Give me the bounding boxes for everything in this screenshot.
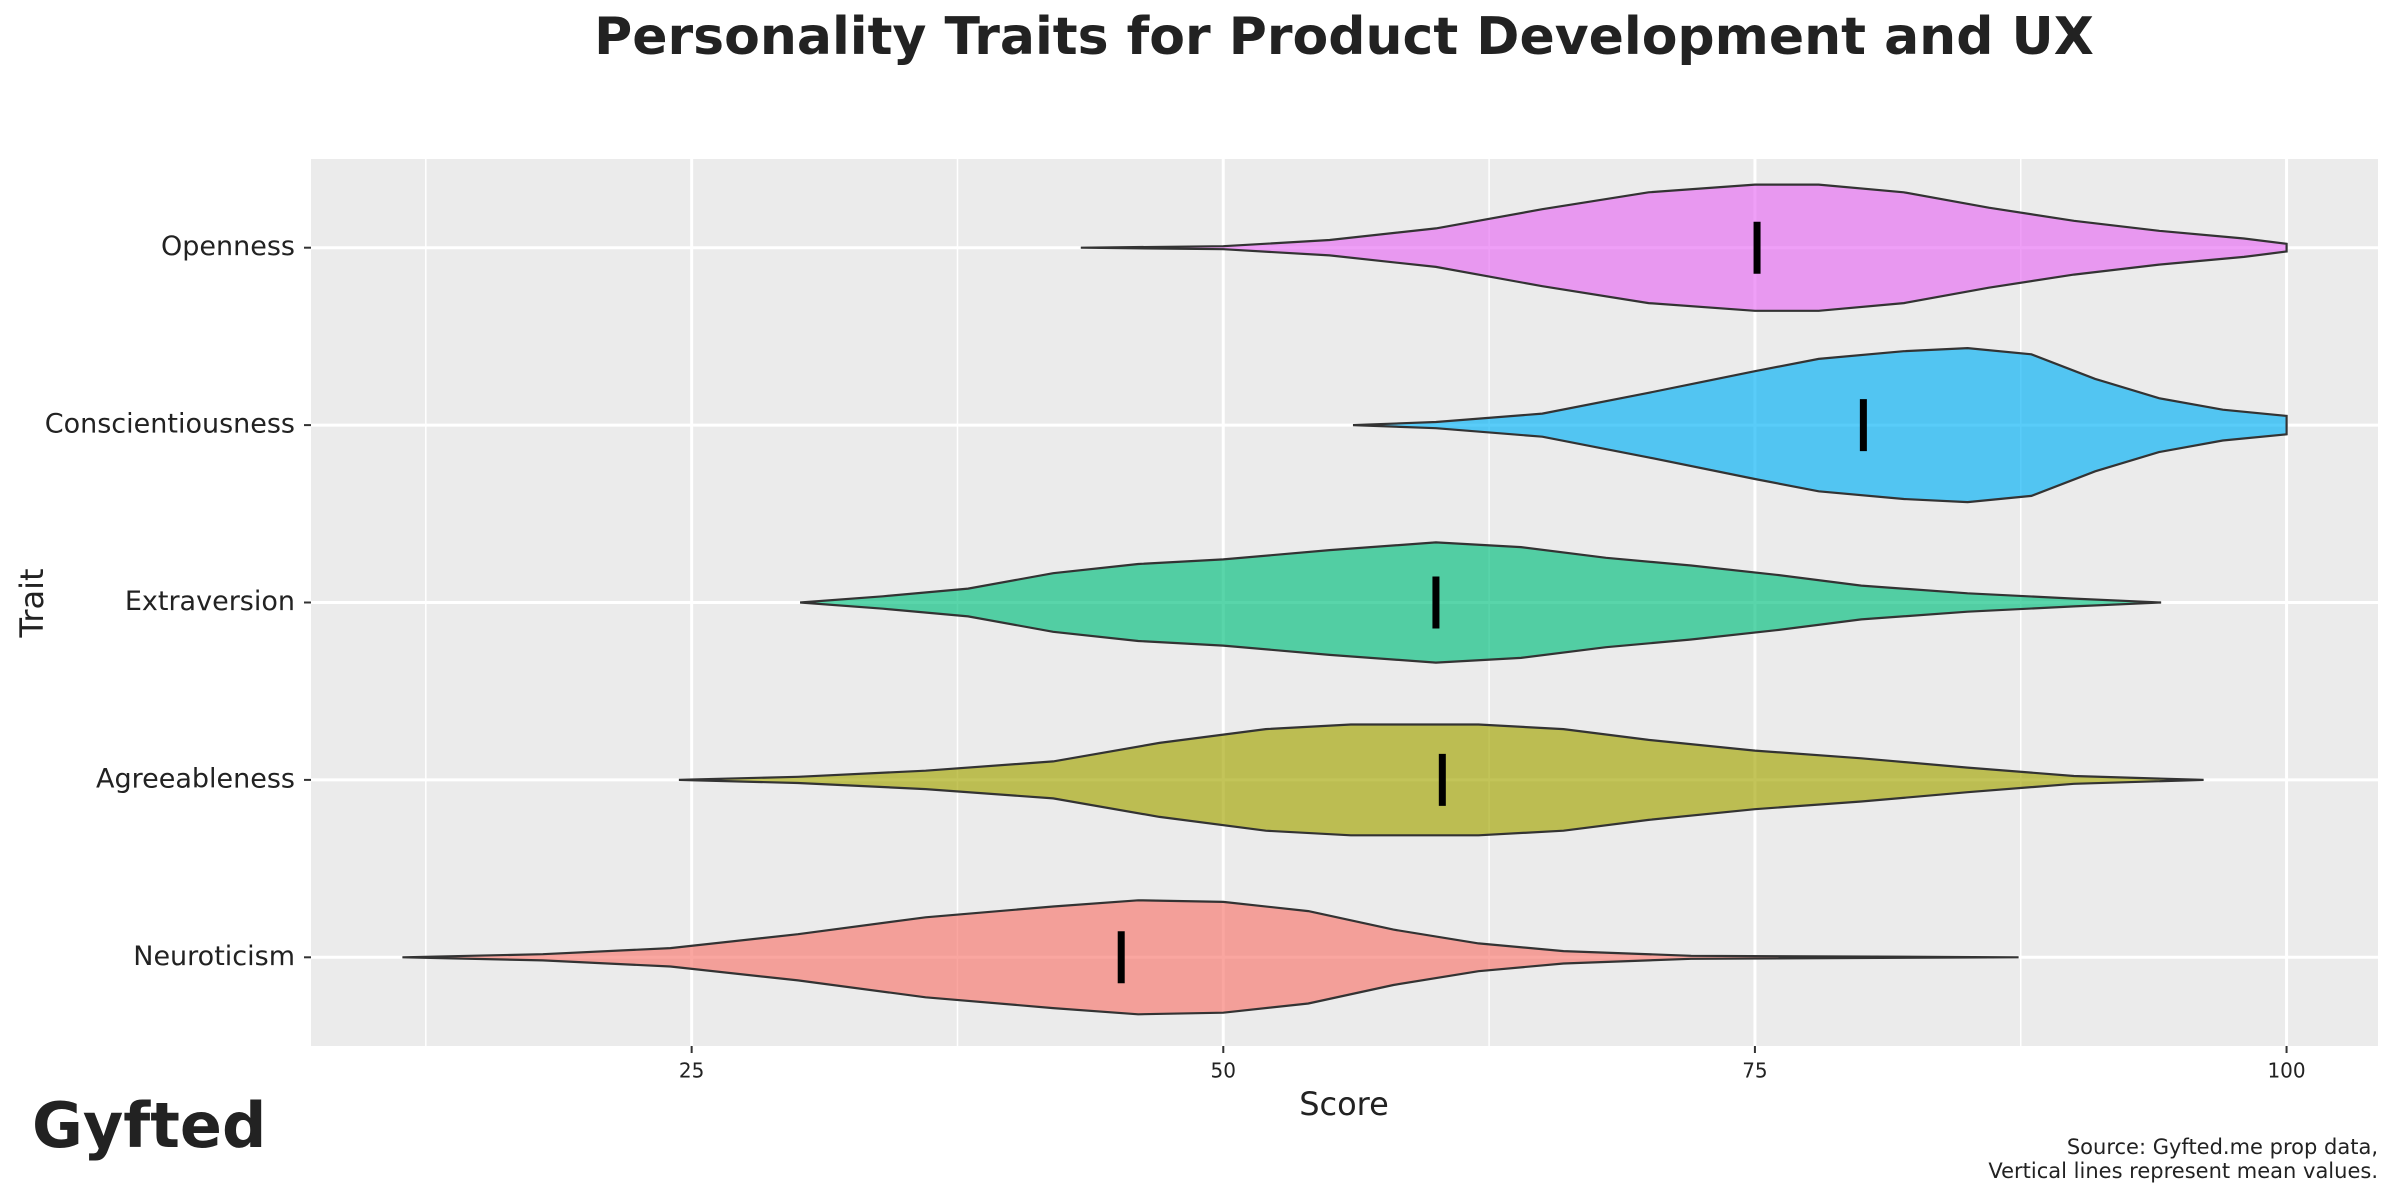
violin <box>1080 183 2288 312</box>
x-tick-label: 75 <box>1742 1059 1767 1083</box>
y-axis-label: Trait <box>13 568 51 638</box>
x-tick-label: 100 <box>2267 1059 2305 1083</box>
x-tick-label: 50 <box>1211 1059 1236 1083</box>
violin <box>800 541 2162 664</box>
y-tick-label: Extraversion <box>125 586 295 617</box>
x-axis-label: Score <box>1299 1085 1389 1123</box>
y-tick-label: Conscientiousness <box>45 409 295 440</box>
logo: Gyfted <box>32 1089 266 1162</box>
caption: Source: Gyfted.me prop data, <box>2067 1135 2378 1159</box>
violin <box>1352 346 2288 504</box>
caption: Vertical lines represent mean values. <box>1988 1159 2378 1183</box>
y-tick-label: Agreeableness <box>96 763 295 794</box>
y-tick-label: Openness <box>161 231 295 262</box>
plot-area <box>402 183 2288 1016</box>
x-tick-label: 25 <box>679 1059 704 1083</box>
y-tick-label: Neuroticism <box>133 941 295 972</box>
chart-title: Personality Traits for Product Developme… <box>594 7 2094 67</box>
violin <box>402 899 2019 1016</box>
